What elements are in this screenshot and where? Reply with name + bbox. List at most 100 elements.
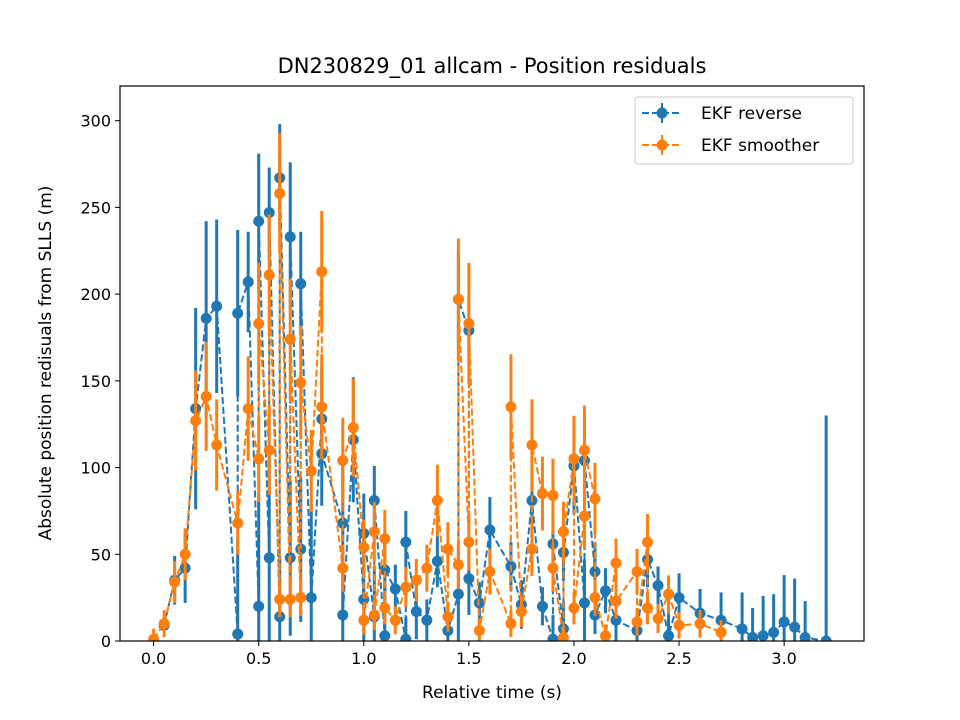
- data-point: [610, 557, 622, 569]
- data-point: [295, 592, 307, 604]
- data-point: [379, 533, 391, 545]
- data-point: [211, 300, 223, 312]
- data-point: [778, 616, 790, 628]
- data-point: [799, 632, 811, 641]
- data-point: [358, 614, 370, 626]
- data-point: [421, 614, 433, 626]
- data-point: [578, 510, 590, 522]
- data-point: [768, 626, 780, 638]
- legend-box: [634, 96, 854, 165]
- legend: EKF reverse EKF smoother: [634, 96, 854, 165]
- data-point: [642, 602, 654, 614]
- data-point: [568, 602, 580, 614]
- data-point: [673, 592, 685, 604]
- plot-frame: [119, 85, 865, 642]
- data-point: [589, 493, 601, 505]
- data-point: [452, 559, 464, 571]
- data-point: [253, 453, 265, 465]
- data-point: [673, 619, 685, 631]
- data-point: [547, 562, 559, 574]
- data-point: [452, 293, 464, 305]
- data-point: [747, 632, 759, 641]
- legend-label-ekf-smoother: EKF smoother: [701, 136, 819, 156]
- data-point: [242, 276, 254, 288]
- data-point: [232, 517, 244, 529]
- data-point: [253, 600, 265, 612]
- data-point: [715, 614, 727, 626]
- data-point: [463, 536, 475, 548]
- data-point: [316, 266, 328, 278]
- data-point: [389, 614, 401, 626]
- data-point: [253, 318, 265, 330]
- data-point: [452, 588, 464, 600]
- data-point: [547, 633, 559, 641]
- data-point: [337, 609, 349, 621]
- data-point: [169, 576, 181, 588]
- data-point: [820, 635, 832, 641]
- y-tick-label: 250: [80, 198, 111, 217]
- data-point: [400, 536, 412, 548]
- data-point: [536, 488, 548, 500]
- data-point: [389, 583, 401, 595]
- data-point: [274, 593, 286, 605]
- data-point: [431, 495, 443, 507]
- data-point: [179, 548, 191, 560]
- data-point: [715, 626, 727, 638]
- data-point: [253, 215, 265, 227]
- data-point: [284, 333, 296, 345]
- data-point: [578, 444, 590, 456]
- data-point: [421, 562, 433, 574]
- data-point: [505, 401, 517, 413]
- y-tick-label: 200: [80, 285, 111, 304]
- data-point: [589, 592, 601, 604]
- data-point: [148, 633, 160, 641]
- data-point: [642, 536, 654, 548]
- data-point: [305, 592, 317, 604]
- x-tick-label: 2.5: [666, 649, 691, 668]
- data-point: [484, 524, 496, 536]
- data-point: [736, 623, 748, 635]
- y-axis-label: Absolute position redisuals from SLLS (m…: [36, 186, 56, 541]
- legend-label-ekf-reverse: EKF reverse: [701, 104, 802, 124]
- data-point: [663, 630, 675, 641]
- data-point: [400, 633, 412, 641]
- data-point: [431, 555, 443, 567]
- data-point: [557, 526, 569, 538]
- y-tick-label: 150: [80, 372, 111, 391]
- data-point: [557, 632, 569, 641]
- data-point: [368, 495, 380, 507]
- data-point: [358, 541, 370, 553]
- y-tick-label: 300: [80, 112, 111, 131]
- data-point: [694, 618, 706, 630]
- data-point: [599, 630, 611, 641]
- data-point: [284, 231, 296, 243]
- data-point: [274, 188, 286, 200]
- series-layer: [148, 124, 832, 641]
- data-point: [463, 573, 475, 585]
- data-point: [200, 390, 212, 402]
- data-point: [379, 564, 391, 576]
- series-line: [152, 193, 722, 640]
- series-ekf-smoother: [148, 132, 727, 641]
- x-tick-label: 2.0: [561, 649, 586, 668]
- data-point: [610, 614, 622, 626]
- data-point: [284, 593, 296, 605]
- data-point: [242, 403, 254, 415]
- data-point: [379, 602, 391, 614]
- data-point: [599, 585, 611, 597]
- y-tick-label: 50: [91, 545, 111, 564]
- x-tick-label: 3.0: [771, 649, 796, 668]
- data-point: [789, 621, 801, 633]
- chart-title: DN230829_01 allcam - Position residuals: [278, 54, 707, 79]
- data-point: [631, 566, 643, 578]
- data-point: [757, 630, 769, 641]
- data-point: [263, 269, 275, 281]
- data-point: [410, 606, 422, 618]
- x-axis-label: Relative time (s): [422, 683, 562, 703]
- data-point: [190, 415, 202, 427]
- data-point: [211, 439, 223, 451]
- data-point: [263, 207, 275, 219]
- data-point: [232, 307, 244, 319]
- x-tick-label: 1.0: [351, 649, 376, 668]
